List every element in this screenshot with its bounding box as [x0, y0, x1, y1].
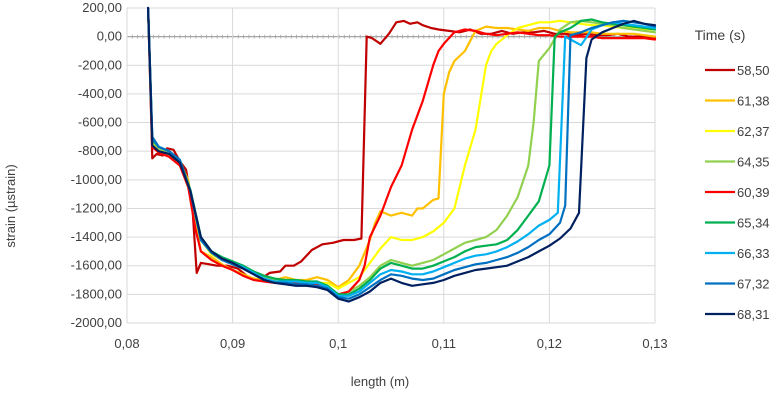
y-tick-label: -1400,00	[71, 229, 122, 244]
x-tick-label: 0,09	[220, 336, 245, 351]
y-tick-label: 200,00	[82, 0, 122, 15]
y-axis-title: strain (µstrain)	[3, 164, 18, 247]
y-tick-label: 0,00	[97, 29, 122, 44]
y-tick-label: -200,00	[78, 57, 122, 72]
series-line-5	[147, 6, 657, 296]
x-tick-label: 0,12	[537, 336, 562, 351]
y-tick-label: -800,00	[78, 143, 122, 158]
series-line-6	[147, 6, 657, 297]
series-lines	[147, 6, 657, 303]
legend-label-2: 62,37	[737, 124, 770, 139]
x-tick-label: 0,13	[642, 336, 667, 351]
y-tick-label: -1600,00	[71, 258, 122, 273]
series-line-8	[147, 6, 657, 303]
y-tick-label: -1200,00	[71, 200, 122, 215]
legend-label-8: 68,31	[737, 307, 770, 322]
y-tick-label: -1800,00	[71, 286, 122, 301]
series-line-1	[147, 6, 657, 289]
x-tick-label: 0,11	[432, 336, 456, 351]
x-tick-label: 0,08	[114, 336, 139, 351]
legend-label-1: 61,38	[737, 94, 770, 109]
gridlines	[126, 7, 656, 324]
y-tick-label: -600,00	[78, 115, 122, 130]
legend-label-6: 66,33	[737, 246, 770, 261]
series-line-2	[147, 6, 657, 290]
series-line-7	[147, 6, 657, 300]
legend-label-3: 64,35	[737, 155, 770, 170]
y-tick-label: -1000,00	[71, 172, 122, 187]
legend-label-0: 58,50	[737, 63, 770, 78]
y-tick-label: -400,00	[78, 86, 122, 101]
legend-label-4: 60,39	[737, 185, 770, 200]
legend-title: Time (s)	[695, 27, 746, 43]
x-axis-title: length (m)	[351, 374, 410, 389]
legend-label-7: 67,32	[737, 277, 770, 292]
x-tick-label: 0,1	[329, 336, 347, 351]
legend-label-5: 65,34	[737, 216, 770, 231]
series-line-4	[147, 6, 657, 296]
axes: 200,00 0,00 -200,00 -400,00 -600,00 -800,00 -1…	[71, 0, 668, 351]
legend: Time (s) 58,50 61,38 62,37 64,35 60,39 65,34 6…	[695, 27, 770, 322]
y-tick-label: -2000,00	[71, 315, 122, 330]
